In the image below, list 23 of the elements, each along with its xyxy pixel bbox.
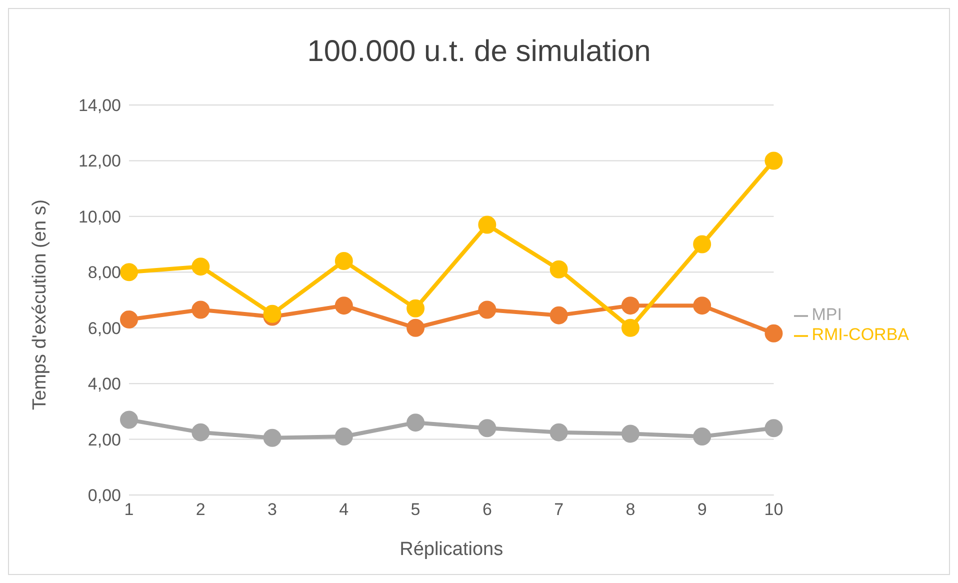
legend-label: RMI-CORBA [812, 325, 909, 344]
x-tick-label: 9 [697, 500, 707, 520]
y-tick-label: 0,00 [88, 486, 121, 506]
x-tick-label: 6 [482, 500, 492, 520]
x-tick-label: 5 [410, 500, 420, 520]
y-axis-title: Temps d'exécution (en s) [30, 199, 51, 410]
x-tick-label: 8 [626, 500, 636, 520]
x-tick-label: 7 [554, 500, 564, 520]
y-tick-label: 4,00 [88, 374, 121, 394]
x-tick-label: 4 [339, 500, 349, 520]
x-tick-label: 3 [268, 500, 278, 520]
x-tick-label: 10 [764, 500, 784, 520]
y-tick-label: 10,00 [78, 207, 121, 226]
y-tick-label: 14,00 [78, 96, 121, 116]
x-axis-title: Réplications [400, 539, 504, 560]
x-tick-label: 2 [196, 500, 206, 520]
legend-label: MPI [812, 305, 842, 324]
y-tick-label: 2,00 [88, 430, 121, 450]
chart-title: 100.000 u.t. de simulation [306, 34, 652, 70]
y-tick-label: 6,00 [88, 318, 121, 338]
y-tick-label: 12,00 [78, 152, 121, 171]
x-tick-label: 1 [124, 500, 134, 520]
y-tick-label: 8,00 [88, 263, 121, 282]
